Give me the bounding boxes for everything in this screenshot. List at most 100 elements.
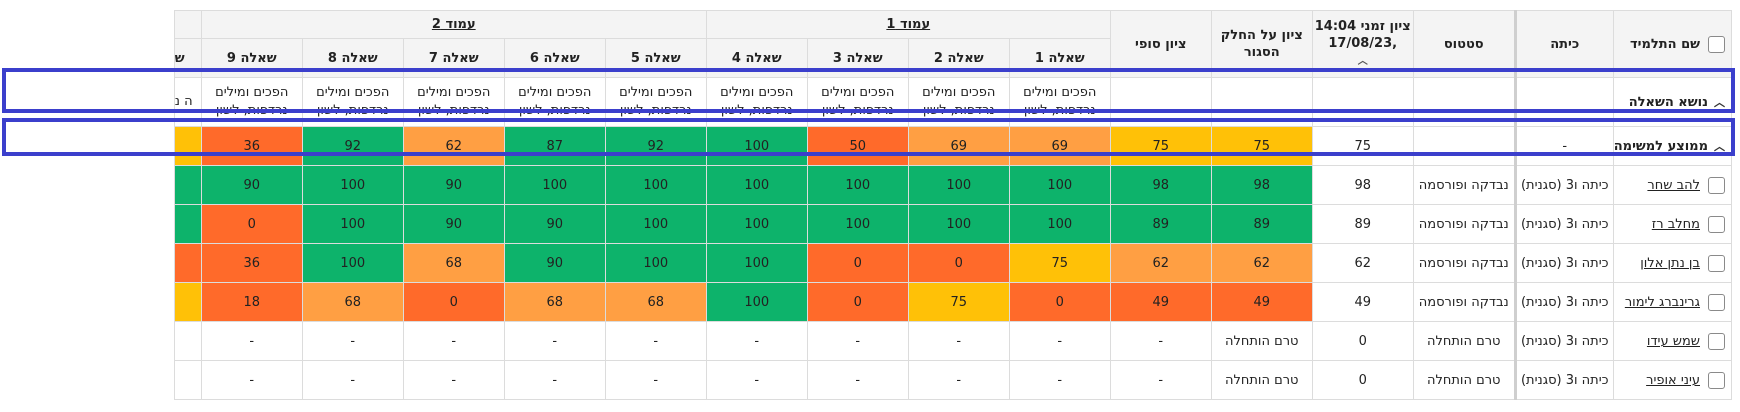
row-checkbox[interactable] [1708, 332, 1725, 350]
student-question-2[interactable]: 100 [907, 204, 1010, 244]
chevron-up-icon[interactable]: ︿ [1357, 56, 1368, 67]
student-question-1[interactable]: 100 [1008, 165, 1111, 205]
student-question-9[interactable]: 36 [200, 243, 303, 283]
student-question-1[interactable]: 100 [1008, 204, 1111, 244]
header-question-3[interactable]: שאלה 3 [806, 38, 909, 78]
student-final-grade[interactable]: 62 [1109, 243, 1212, 283]
student-question-2[interactable]: - [907, 321, 1010, 361]
student-question-4[interactable]: 100 [705, 204, 808, 244]
student-name-link[interactable]: בן נתן אלון [1640, 255, 1700, 271]
student-question-8[interactable]: 100 [301, 165, 404, 205]
student-question-4[interactable]: 100 [705, 282, 808, 322]
student-question-5[interactable]: 68 [604, 282, 707, 322]
row-checkbox[interactable] [1708, 215, 1725, 233]
student-closed-grade[interactable]: טרם הותחלה [1210, 321, 1313, 361]
student-question-4[interactable]: 100 [705, 165, 808, 205]
student-question-9[interactable]: - [200, 321, 303, 361]
student-question-3[interactable]: - [806, 321, 909, 361]
student-final-grade[interactable]: - [1109, 321, 1212, 361]
row-checkbox[interactable] [1708, 176, 1725, 194]
header-final-grade[interactable]: ציון סופי [1109, 10, 1212, 78]
student-question-1[interactable]: 0 [1008, 282, 1111, 322]
student-question-6[interactable]: - [503, 321, 606, 361]
student-question-6[interactable]: 90 [503, 204, 606, 244]
student-question-7[interactable]: - [402, 321, 505, 361]
student-final-grade[interactable]: 49 [1109, 282, 1212, 322]
header-question-4[interactable]: שאלה 4 [705, 38, 808, 78]
student-question-7[interactable]: 90 [402, 204, 505, 244]
header-timed-grade[interactable]: ציון זמני 14:04 ,17/08/23 ︿ [1311, 10, 1414, 78]
chevron-up-icon[interactable]: ︿ [1714, 96, 1725, 109]
student-question-8[interactable]: - [301, 360, 404, 400]
student-question-3[interactable]: 0 [806, 243, 909, 283]
student-question-8[interactable]: - [301, 321, 404, 361]
header-status[interactable]: סטטוס [1412, 10, 1516, 78]
student-closed-grade[interactable]: 98 [1210, 165, 1313, 205]
student-question-3[interactable]: 100 [806, 165, 909, 205]
student-question-1[interactable]: 75 [1008, 243, 1111, 283]
student-question-9[interactable]: 0 [200, 204, 303, 244]
student-name-link[interactable]: גרינברג לימור [1624, 294, 1700, 310]
header-page-2[interactable]: עמוד 2 [200, 10, 707, 39]
student-question-5[interactable]: 100 [604, 204, 707, 244]
student-question-2[interactable]: 75 [907, 282, 1010, 322]
student-question-9[interactable]: 18 [200, 282, 303, 322]
student-name-link[interactable]: שמש עידו [1646, 333, 1700, 349]
student-question-1[interactable]: - [1008, 321, 1111, 361]
student-question-9[interactable]: - [200, 360, 303, 400]
student-final-grade[interactable]: 89 [1109, 204, 1212, 244]
header-page-1[interactable]: עמוד 1 [705, 10, 1111, 39]
average-row-label[interactable]: ︿ממוצע למשימה [1612, 126, 1733, 166]
header-question-7[interactable]: שאלה 7 [402, 38, 505, 78]
student-question-9[interactable]: 90 [200, 165, 303, 205]
student-question-2[interactable]: 0 [907, 243, 1010, 283]
header-question-6[interactable]: שאלה 6 [503, 38, 606, 78]
header-question-2[interactable]: שאלה 2 [907, 38, 1010, 78]
student-question-6[interactable]: - [503, 360, 606, 400]
student-question-5[interactable]: - [604, 360, 707, 400]
student-name-link[interactable]: עיני אופיר [1646, 372, 1700, 388]
student-closed-grade[interactable]: 62 [1210, 243, 1313, 283]
student-question-3[interactable]: 0 [806, 282, 909, 322]
select-all-checkbox[interactable] [1708, 35, 1725, 53]
row-checkbox[interactable] [1708, 293, 1725, 311]
header-question-9[interactable]: שאלה 9 [200, 38, 303, 78]
student-name-link[interactable]: להב שחר [1647, 177, 1700, 193]
student-question-6[interactable]: 90 [503, 243, 606, 283]
header-question-5[interactable]: שאלה 5 [604, 38, 707, 78]
student-question-1[interactable]: - [1008, 360, 1111, 400]
header-closed-part-grade[interactable]: ציון על החלק הסגור [1210, 10, 1313, 78]
student-final-grade[interactable]: 98 [1109, 165, 1212, 205]
header-question-8[interactable]: שאלה 8 [301, 38, 404, 78]
student-question-7[interactable]: 68 [402, 243, 505, 283]
student-question-5[interactable]: 100 [604, 165, 707, 205]
student-closed-grade[interactable]: 89 [1210, 204, 1313, 244]
student-question-6[interactable]: 68 [503, 282, 606, 322]
student-name-link[interactable]: מחלב רז [1651, 216, 1700, 232]
header-question-1[interactable]: שאלה 1 [1008, 38, 1111, 78]
student-question-8[interactable]: 100 [301, 204, 404, 244]
row-checkbox[interactable] [1708, 371, 1725, 389]
student-question-2[interactable]: - [907, 360, 1010, 400]
student-question-8[interactable]: 68 [301, 282, 404, 322]
header-class[interactable]: כיתה [1513, 10, 1614, 78]
row-checkbox[interactable] [1708, 254, 1725, 272]
student-question-6[interactable]: 100 [503, 165, 606, 205]
student-question-5[interactable]: - [604, 321, 707, 361]
student-question-3[interactable]: - [806, 360, 909, 400]
student-question-8[interactable]: 100 [301, 243, 404, 283]
student-question-7[interactable]: - [402, 360, 505, 400]
chevron-up-icon[interactable]: ︿ [1714, 140, 1725, 153]
student-question-4[interactable]: - [705, 360, 808, 400]
student-question-3[interactable]: 100 [806, 204, 909, 244]
student-final-grade[interactable]: - [1109, 360, 1212, 400]
student-question-2[interactable]: 100 [907, 165, 1010, 205]
student-question-4[interactable]: - [705, 321, 808, 361]
student-question-7[interactable]: 0 [402, 282, 505, 322]
student-question-7[interactable]: 90 [402, 165, 505, 205]
topic-row-label[interactable]: ︿נושא השאלה [1612, 77, 1733, 127]
student-closed-grade[interactable]: 49 [1210, 282, 1313, 322]
header-student-name[interactable]: שם התלמיד [1612, 10, 1733, 78]
student-question-4[interactable]: 100 [705, 243, 808, 283]
student-question-5[interactable]: 100 [604, 243, 707, 283]
